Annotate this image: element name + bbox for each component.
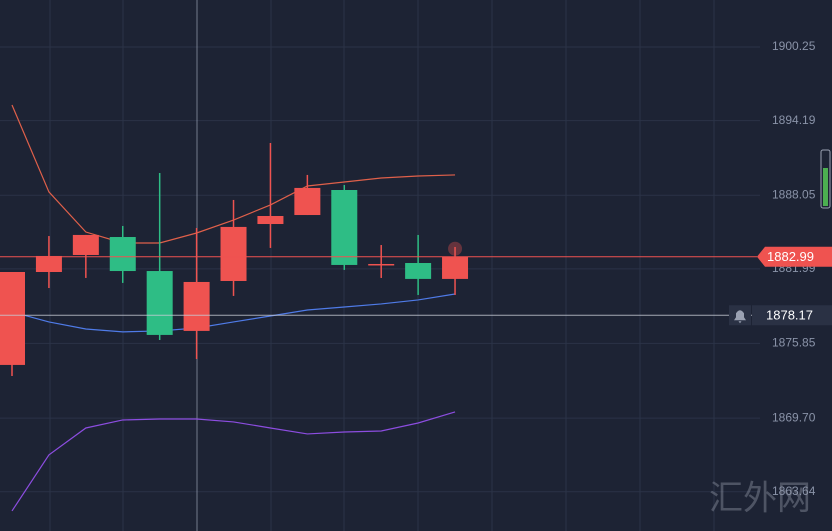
candle-body <box>109 237 136 272</box>
candle-body <box>72 234 99 255</box>
y-tick-label: 1894.19 <box>772 113 816 127</box>
y-tick-label: 1869.70 <box>772 410 816 424</box>
y-tick-label: 1888.05 <box>772 187 816 201</box>
candle-body <box>0 271 25 365</box>
scrollbar[interactable] <box>820 149 831 209</box>
y-tick-label: 1900.25 <box>772 39 816 53</box>
candle-body <box>257 215 284 225</box>
y-tick-label: 1863.64 <box>772 484 816 498</box>
current-price-label: 1882.99 <box>767 249 814 264</box>
candle-body <box>35 255 62 272</box>
candle-body <box>405 263 432 279</box>
scroll-thumb[interactable] <box>820 149 831 209</box>
y-tick-label: 1875.85 <box>772 336 816 350</box>
candle-body <box>183 281 210 331</box>
crosshair-tag <box>752 305 832 326</box>
scroll-fill <box>823 168 828 206</box>
candle-body <box>220 226 247 281</box>
candle-body <box>442 256 469 279</box>
candle-body <box>294 187 321 216</box>
price-glow <box>448 241 463 256</box>
candle-body <box>146 271 173 335</box>
indicator-line <box>11 411 456 512</box>
indicator-line <box>11 293 456 333</box>
watermark: 汇外网 <box>709 479 811 519</box>
crosshair-label: 1878.17 <box>766 308 813 323</box>
candle-body <box>331 189 358 265</box>
candle-body <box>368 263 395 266</box>
bell-icon <box>734 310 746 324</box>
current-price-tag <box>757 246 832 267</box>
